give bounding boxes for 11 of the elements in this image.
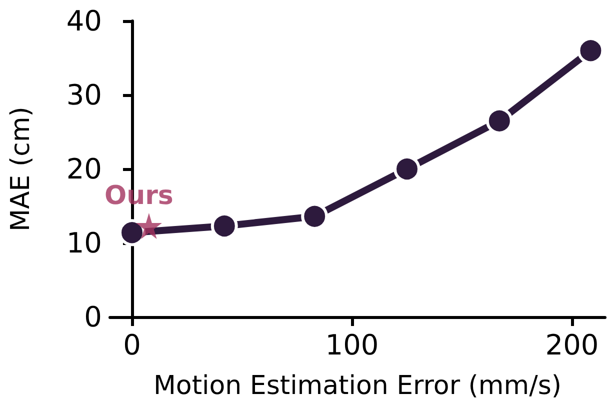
x-axis-title: Motion Estimation Error (mm/s) — [153, 371, 562, 401]
y-axis-title: MAE (cm) — [6, 106, 36, 232]
x-tick-label: 100 — [325, 328, 379, 362]
y-tick-label: 40 — [66, 4, 102, 38]
y-tick-label: 20 — [66, 152, 102, 186]
y-tick-label: 10 — [66, 226, 102, 260]
x-tick-label: 0 — [123, 328, 141, 362]
y-tick-label: 30 — [66, 78, 102, 112]
x-tick-label: 200 — [545, 328, 599, 362]
point — [136, 212, 162, 239]
y-tick-label: 0 — [84, 300, 102, 334]
